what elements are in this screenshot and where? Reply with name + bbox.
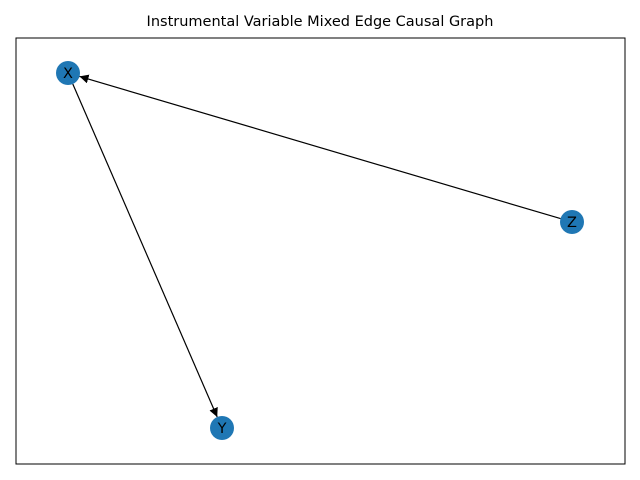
edge-x-to-y bbox=[72, 83, 218, 418]
node-y-label: Y bbox=[217, 421, 227, 437]
node-y-circle bbox=[210, 416, 234, 440]
node-x-label: X bbox=[63, 66, 73, 82]
graph-title: Instrumental Variable Mixed Edge Causal … bbox=[147, 14, 494, 30]
edge-z-to-x bbox=[79, 74, 561, 220]
node-z-circle bbox=[560, 210, 584, 234]
node-z-label: Z bbox=[567, 215, 577, 231]
node-z: Z bbox=[560, 210, 584, 234]
node-x: X bbox=[56, 61, 80, 85]
node-y: Y bbox=[210, 416, 234, 440]
node-x-circle bbox=[56, 61, 80, 85]
plot-frame bbox=[15, 37, 626, 465]
